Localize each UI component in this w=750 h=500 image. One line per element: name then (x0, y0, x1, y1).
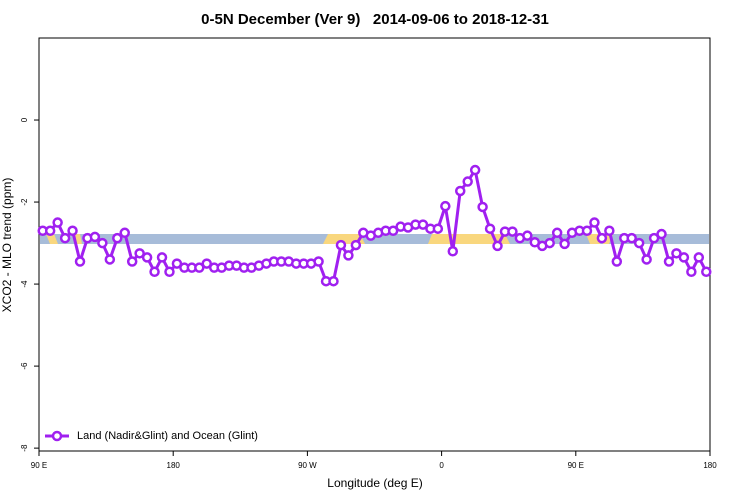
point (492, 240, 503, 252)
point (201, 258, 212, 269)
point (156, 252, 168, 263)
y-tick-label: -4 (20, 280, 29, 288)
point (604, 225, 615, 237)
point (112, 232, 123, 244)
y-tick-label: -2 (20, 198, 29, 206)
point (462, 176, 473, 187)
point (641, 254, 652, 265)
point (67, 225, 78, 237)
legend-label: Land (Nadir&Glint) and Ocean (Glint) (77, 430, 258, 442)
x-axis-title: Longitude (deg E) (327, 476, 422, 490)
point (484, 223, 496, 234)
point (44, 225, 56, 237)
point (171, 258, 183, 269)
series-line (42, 168, 708, 283)
point (440, 200, 451, 212)
land-band (428, 234, 510, 244)
point (507, 226, 518, 237)
point (686, 266, 697, 278)
point (611, 256, 623, 267)
point (164, 266, 175, 278)
point (328, 275, 339, 287)
point (663, 256, 675, 267)
point (104, 254, 116, 265)
x-tick-label: 180 (167, 461, 181, 470)
y-tick-label: -6 (20, 362, 29, 370)
point (149, 266, 160, 278)
point (194, 262, 205, 273)
x-tick-label: 90 E (568, 461, 584, 470)
point (656, 228, 667, 240)
point (551, 227, 563, 239)
y-axis-title: XCO2 - MLO trend (ppm) (0, 178, 14, 313)
point (522, 230, 533, 241)
point (477, 201, 488, 213)
legend-marker (51, 430, 63, 442)
land-band (46, 234, 58, 244)
point (52, 217, 63, 228)
point (350, 239, 362, 251)
point (74, 256, 86, 267)
chart-title: 0-5N December (Ver 9) 2014-09-06 to 2018… (201, 11, 549, 28)
point (671, 248, 682, 259)
point (432, 223, 444, 234)
y-tick-label: 0 (20, 117, 29, 122)
point (454, 185, 466, 197)
x-tick-label: 90 E (31, 461, 47, 470)
x-tick-label: 0 (439, 461, 444, 470)
point (633, 237, 645, 249)
point (141, 252, 153, 263)
point (701, 266, 712, 278)
point (134, 248, 145, 259)
x-tick-label: 90 W (298, 461, 317, 470)
point (447, 246, 459, 257)
point (59, 232, 71, 244)
land-band (586, 234, 600, 244)
point (589, 217, 600, 228)
plot-frame (38, 37, 711, 452)
point (417, 219, 429, 230)
point (544, 237, 555, 249)
point (89, 231, 101, 243)
point (559, 238, 570, 250)
point (596, 232, 608, 244)
point (469, 164, 481, 176)
point (387, 225, 399, 237)
point (626, 232, 637, 244)
point (119, 227, 130, 239)
x-tick-label: 180 (703, 461, 717, 470)
point (126, 256, 138, 267)
point (97, 237, 108, 249)
point (648, 232, 660, 244)
point (343, 250, 354, 261)
point (693, 252, 705, 263)
y-tick-label: -8 (20, 444, 29, 452)
point (335, 239, 347, 251)
point (581, 225, 593, 237)
point (678, 252, 690, 263)
point (313, 256, 324, 267)
